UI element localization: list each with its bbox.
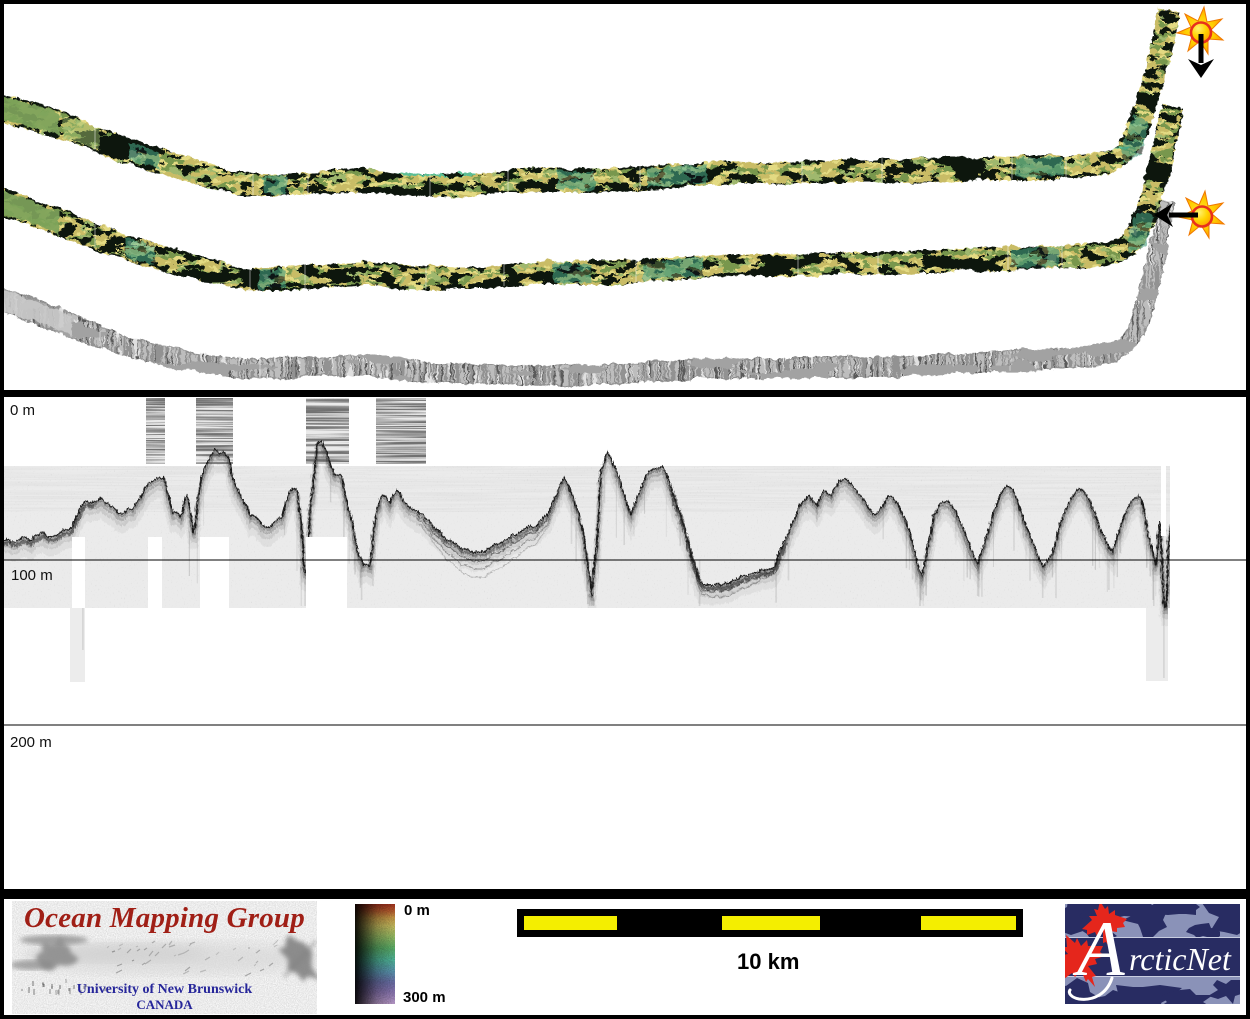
footer-panel: Ocean Mapping Group University of New Br… [4,899,1246,1015]
arcticnet-logo: A rcticNet [1065,904,1240,1004]
scale-bar-segment [722,916,820,930]
arcticnet-logo-graphic [1065,904,1240,1004]
map-panel [4,4,1246,390]
omg-logo: Ocean Mapping Group University of New Br… [12,901,317,1014]
omg-logo-title: Ocean Mapping Group [24,902,305,934]
omg-logo-graphic [12,901,317,1014]
depth-colorbar-graphic [355,904,395,1004]
bathymetry-map-graphic [4,5,1226,386]
omg-logo-country: CANADA [136,997,193,1012]
scale-bar-segment [921,916,1016,930]
arcticnet-logo-initial: A [1077,905,1125,992]
omg-logo-university: University of New Brunswick [76,982,253,997]
profile-panel: 0 m 100 m 200 m [4,397,1246,889]
depth-label-200m: 200 m [10,734,52,751]
depth-label-0m: 0 m [10,402,36,419]
scale-bar [517,909,1023,937]
depth-colorbar [355,904,395,1004]
subbottom-profile-graphic [4,398,1246,726]
sun-icon-north [1175,5,1225,78]
colorbar-label-bottom: 300 m [403,989,446,1006]
scale-bar-segment [524,916,617,930]
colorbar-label-top: 0 m [404,902,430,919]
depth-label-100m: 100 m [11,567,53,584]
arcticnet-logo-text: rcticNet [1129,941,1231,977]
sun-icon-west [1154,189,1226,240]
scale-bar-label: 10 km [737,949,800,974]
